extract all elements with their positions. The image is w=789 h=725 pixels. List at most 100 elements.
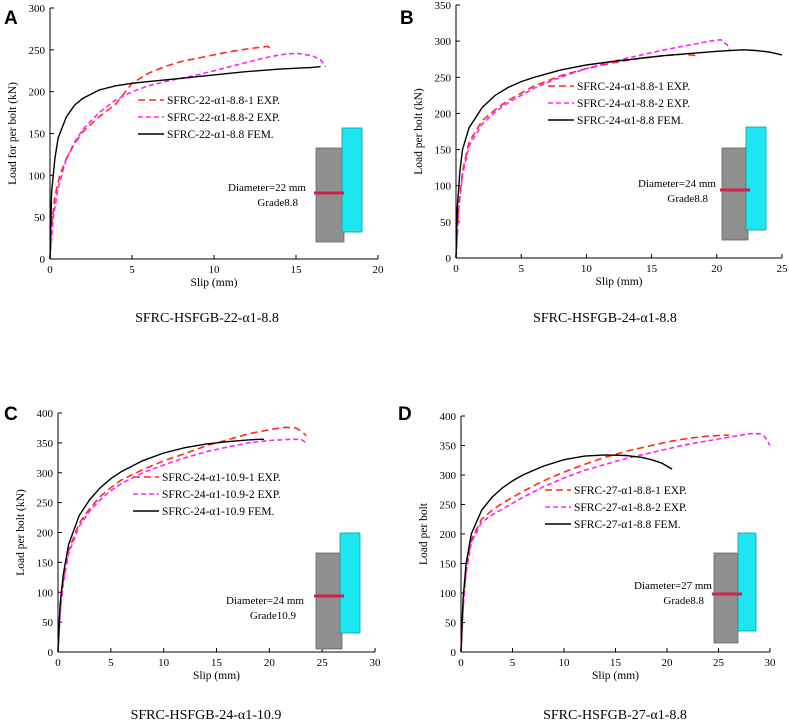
- y-tick-label: 0: [446, 253, 452, 265]
- x-tick-label: 25: [713, 657, 725, 669]
- chart-panel-d: D0 5 10 15 20 25 30050100150200250300350400Sli…: [398, 404, 776, 723]
- concrete-block: [721, 147, 749, 241]
- y-tick-label: 100: [440, 588, 457, 600]
- x-tick-label: 5: [518, 263, 524, 275]
- panel-letter: D: [398, 404, 412, 425]
- y-tick-label: 350: [435, 0, 452, 12]
- x-tick-label: 5: [129, 264, 135, 276]
- y-tick-label: 200: [440, 529, 457, 541]
- x-tick-label: 5: [108, 657, 114, 669]
- x-axis-title: Slip (mm): [592, 670, 639, 682]
- panel-caption: SFRC-HSFGB-22-α1-8.8: [135, 311, 279, 326]
- y-tick-label: 0: [451, 647, 457, 659]
- y-axis-title: Load per bolt: [418, 502, 430, 565]
- inset-diameter-label: Diameter=24 mm: [226, 595, 304, 607]
- y-tick-label: 250: [29, 45, 46, 57]
- x-tick-label: 15: [646, 263, 658, 275]
- x-tick-label: 25: [777, 263, 789, 275]
- x-tick-label: 10: [209, 264, 221, 276]
- y-tick-label: 0: [48, 647, 54, 659]
- inset-diameter-label: Diameter=24 mm: [638, 178, 716, 190]
- y-tick-label: 50: [440, 217, 452, 229]
- y-axis-title: Load per bolt (kN): [15, 489, 27, 576]
- series-line-fem: [455, 49, 783, 259]
- concrete-block: [713, 552, 739, 644]
- series-line-fem: [57, 438, 265, 653]
- x-axis-title: Slip (mm): [191, 277, 238, 289]
- y-tick-label: 50: [445, 618, 457, 630]
- inset-diameter-label: Diameter=22 mm: [228, 182, 306, 194]
- series-line-exp2: [455, 38, 731, 259]
- inset-diameter-label: Diameter=27 mm: [634, 580, 712, 592]
- x-tick-label: 20: [373, 264, 385, 276]
- x-tick-label: 30: [370, 657, 382, 669]
- y-tick-label: 50: [42, 617, 54, 629]
- x-tick-label: 15: [291, 264, 303, 276]
- x-tick-label: 0: [47, 264, 53, 276]
- x-tick-label: 20: [662, 657, 674, 669]
- y-axis-title: Load for per bolt (kN): [7, 82, 19, 185]
- series-line-exp1: [460, 434, 729, 653]
- legend-label-fem: SFRC-22-α1-8.8 FEM.: [167, 129, 274, 141]
- panel-letter: A: [4, 8, 18, 29]
- y-tick-label: 200: [435, 108, 452, 120]
- inset-grade-label: Grade10.9: [250, 610, 297, 622]
- concrete-block: [315, 147, 345, 243]
- series-line-exp2: [460, 432, 771, 653]
- x-axis-title: Slip (mm): [596, 276, 643, 288]
- y-tick-label: 300: [440, 470, 457, 482]
- panel-caption: SFRC-HSFGB-27-α1-8.8: [543, 708, 687, 723]
- x-tick-label: 15: [610, 657, 622, 669]
- y-tick-label: 250: [37, 498, 54, 510]
- y-tick-label: 400: [440, 411, 457, 423]
- series-line-fem: [460, 454, 673, 653]
- panel-letter: B: [400, 8, 414, 29]
- series-line-exp2: [49, 52, 327, 260]
- x-tick-label: 20: [711, 263, 723, 275]
- legend-label-fem: SFRC-24-α1-10.9 FEM.: [162, 506, 275, 518]
- y-tick-label: 400: [37, 408, 54, 420]
- inset-grade-label: Grade8.8: [667, 193, 708, 205]
- y-tick-label: 50: [34, 212, 46, 224]
- x-tick-label: 20: [264, 657, 276, 669]
- series-line-exp1: [49, 45, 272, 260]
- y-tick-label: 150: [440, 559, 457, 571]
- y-axis-title: Load per bolt (kN): [413, 88, 425, 175]
- y-tick-label: 250: [435, 72, 452, 84]
- legend-label-exp1: SFRC-24-α1-8.8-1 EXP.: [577, 81, 690, 93]
- x-tick-label: 10: [158, 657, 170, 669]
- legend-label-exp2: SFRC-22-α1-8.8-2 EXP.: [167, 112, 280, 124]
- legend-label-exp1: SFRC-27-α1-8.8-1 EXP.: [574, 485, 687, 497]
- panel-caption: SFRC-HSFGB-24-α1-10.9: [131, 708, 282, 723]
- panel-letter: C: [4, 404, 18, 425]
- inset-grade-label: Grade8.8: [663, 595, 704, 607]
- x-tick-label: 15: [211, 657, 223, 669]
- steel-plate: [737, 532, 757, 632]
- x-tick-label: 0: [458, 657, 464, 669]
- concrete-block: [315, 552, 343, 650]
- x-tick-label: 10: [581, 263, 593, 275]
- inset-grade-label: Grade8.8: [257, 197, 298, 209]
- x-tick-label: 0: [55, 657, 61, 669]
- legend-label-exp2: SFRC-24-α1-10.9-2 EXP.: [162, 489, 281, 501]
- y-tick-label: 300: [37, 468, 54, 480]
- y-tick-label: 300: [29, 3, 46, 15]
- legend-label-exp1: SFRC-22-α1-8.8-1 EXP.: [167, 95, 280, 107]
- y-tick-label: 150: [29, 129, 46, 141]
- legend-label-exp1: SFRC-24-α1-10.9-1 EXP.: [162, 472, 281, 484]
- x-tick-label: 30: [765, 657, 777, 669]
- y-tick-label: 100: [37, 587, 54, 599]
- legend-label-exp2: SFRC-24-α1-8.8-2 EXP.: [577, 98, 690, 110]
- chart-panel-c: C0 5 10 15 20 25 30050100150200250300350400Sli…: [4, 404, 381, 723]
- series-line-fem: [49, 65, 321, 260]
- y-tick-label: 100: [435, 181, 452, 193]
- y-tick-label: 150: [435, 145, 452, 157]
- y-tick-label: 350: [440, 441, 457, 453]
- series-line-exp2: [57, 438, 307, 653]
- legend-label-exp2: SFRC-27-α1-8.8-2 EXP.: [574, 502, 687, 514]
- x-tick-label: 5: [510, 657, 516, 669]
- steel-plate: [341, 127, 363, 233]
- legend-label-fem: SFRC-27-α1-8.8 FEM.: [574, 519, 681, 531]
